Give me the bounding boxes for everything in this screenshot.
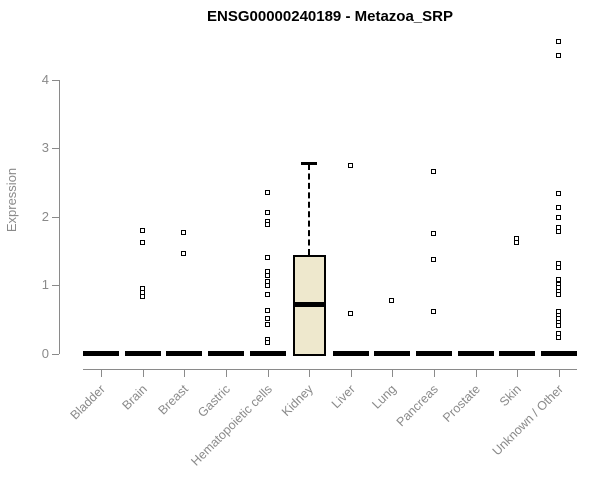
x-axis-tick: [267, 368, 269, 377]
zero-median-bar: [374, 351, 411, 356]
outlier-point: [556, 335, 562, 341]
zero-median-bar: [249, 351, 286, 356]
outlier-point: [389, 297, 395, 303]
outlier-point: [556, 323, 562, 329]
y-axis-tick: [52, 216, 59, 218]
zero-median-bar: [124, 351, 161, 356]
x-axis-tick: [142, 368, 144, 377]
zero-median-bar: [83, 351, 119, 356]
x-axis-tick: [184, 368, 186, 377]
outlier-point: [264, 254, 270, 260]
outlier-point: [431, 168, 437, 174]
zero-median-bar: [416, 351, 453, 356]
x-axis-tick: [475, 368, 477, 377]
zero-median-bar: [457, 351, 494, 356]
y-axis-tick: [52, 79, 59, 81]
x-axis-tick: [517, 368, 519, 377]
outlier-point: [139, 239, 145, 245]
outlier-point: [264, 308, 270, 314]
outlier-point: [181, 229, 187, 235]
whisker-cap: [301, 161, 318, 165]
y-tick-label: 0: [41, 345, 49, 361]
median-line: [292, 302, 326, 308]
zero-median-bar: [207, 351, 244, 356]
y-axis-label: Expression: [4, 167, 19, 233]
outlier-point: [264, 283, 270, 289]
x-axis-line: [83, 368, 577, 370]
y-axis-tick: [52, 353, 59, 355]
outlier-point: [556, 229, 562, 235]
outlier-point: [556, 190, 562, 196]
y-axis-tick: [52, 148, 59, 149]
outlier-point: [556, 205, 562, 211]
outlier-point: [139, 294, 145, 300]
y-axis-line: [59, 79, 60, 354]
outlier-point: [431, 231, 437, 237]
y-tick-label: 4: [41, 71, 49, 87]
y-axis-tick: [52, 285, 59, 286]
outlier-point: [556, 38, 562, 44]
outlier-point: [264, 278, 270, 284]
zero-median-bar: [166, 351, 203, 356]
outlier-point: [514, 240, 520, 246]
whisker-line: [308, 164, 311, 255]
outlier-point: [347, 310, 353, 316]
x-axis-tick: [101, 368, 102, 377]
x-axis-tick: [350, 368, 352, 377]
outlier-point: [264, 222, 270, 228]
x-axis-tick: [392, 368, 394, 377]
outlier-point: [139, 227, 145, 233]
outlier-point: [556, 264, 562, 270]
x-axis-tick: [434, 368, 436, 377]
outlier-point: [431, 257, 437, 263]
x-axis-tick: [225, 368, 227, 377]
chart-title: ENSG00000240189 - Metazoa_SRP: [207, 8, 453, 25]
outlier-point: [264, 190, 270, 196]
outlier-point: [556, 277, 562, 283]
outlier-point: [181, 251, 187, 257]
x-axis-tick: [309, 368, 311, 377]
y-tick-label: 2: [41, 208, 49, 224]
outlier-point: [431, 308, 437, 314]
y-tick-label: 1: [41, 277, 49, 292]
outlier-point: [556, 52, 562, 58]
zero-median-bar: [332, 351, 369, 356]
outlier-point: [556, 292, 562, 298]
outlier-point: [264, 210, 270, 216]
outlier-point: [264, 339, 270, 345]
outlier-point: [264, 292, 270, 298]
outlier-point: [264, 321, 270, 327]
outlier-point: [556, 214, 562, 220]
outlier-point: [264, 273, 270, 279]
zero-median-bar: [541, 351, 578, 356]
outlier-point: [264, 315, 270, 321]
zero-median-bar: [499, 351, 536, 356]
x-axis-tick: [559, 368, 561, 377]
y-tick-label: 3: [41, 140, 49, 155]
outlier-point: [347, 162, 353, 168]
